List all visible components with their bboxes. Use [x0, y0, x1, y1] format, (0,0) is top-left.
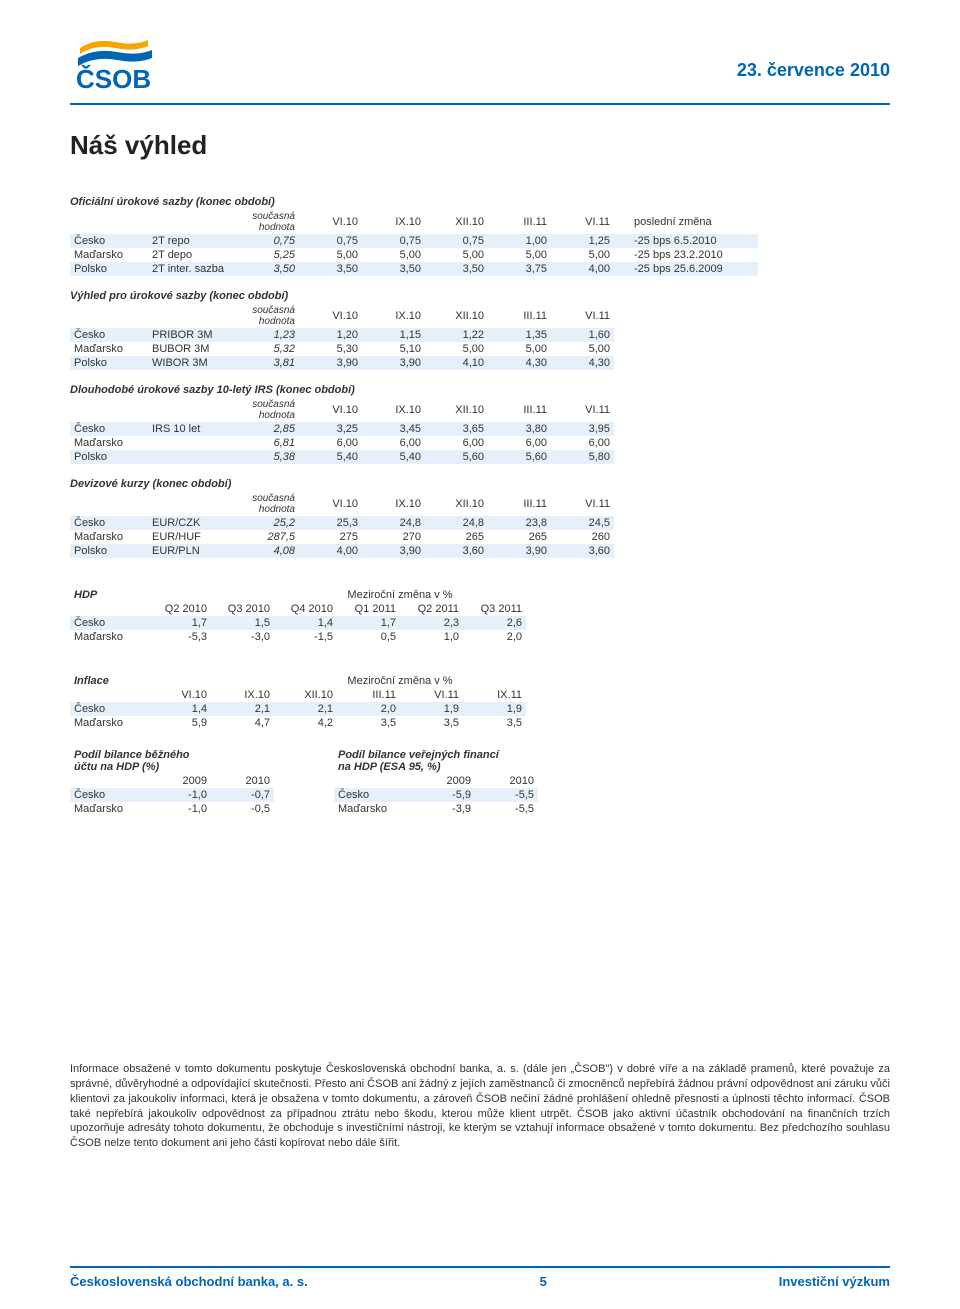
table-row: MaďarskoEUR/HUF287,5275270265265260: [70, 530, 614, 544]
balance-ca-title-1: Podíl bilance běžného: [74, 749, 190, 761]
col-iii11: III.11: [488, 210, 551, 234]
col-vi11: VI.11: [551, 210, 614, 234]
document-date: 23. července 2010: [737, 60, 890, 81]
official-rates-title: Oficiální úrokové sazby (konec období): [70, 196, 890, 208]
table-row: Česko-5,9-5,5: [334, 788, 538, 802]
current-label-2: hodnota: [259, 222, 295, 233]
hdp-table: HDP Meziroční změna v % Q2 2010 Q3 2010 …: [70, 588, 526, 644]
balance-ca-table: Podíl bilance běžnéhoúčtu na HDP (%) 200…: [70, 748, 274, 816]
fx-title: Devizové kurzy (konec období): [70, 478, 890, 490]
balance-pf-title-2: na HDP (ESA 95, %): [338, 761, 441, 773]
disclaimer-text: Informace obsažené v tomto dokumentu pos…: [70, 1062, 890, 1151]
table-row: ČeskoIRS 10 let2,853,253,453,653,803,95: [70, 422, 614, 436]
table-row: Maďarsko5,94,74,23,53,53,5: [70, 716, 526, 730]
footer-right: Investiční výzkum: [779, 1274, 890, 1289]
table-row: ČeskoPRIBOR 3M1,231,201,151,221,351,60: [70, 328, 614, 342]
header-divider: [70, 103, 890, 105]
inflace-label: Inflace: [70, 674, 148, 688]
irs-title: Dlouhodobé úrokové sazby 10-letý IRS (ko…: [70, 384, 890, 396]
table-row: MaďarskoBUBOR 3M5,325,305,105,005,005,00: [70, 342, 614, 356]
table-row: Polsko5,385,405,405,605,605,80: [70, 450, 614, 464]
svg-text:ČSOB: ČSOB: [76, 64, 151, 94]
page-header: ČSOB 23. července 2010: [70, 30, 890, 95]
hdp-subtitle: Meziroční změna v %: [274, 588, 526, 602]
balance-pf-table: Podíl bilance veřejných financína HDP (E…: [334, 748, 538, 816]
hdp-label: HDP: [70, 588, 148, 602]
table-row: Maďarsko 2T depo 5,25 5,00 5,00 5,00 5,0…: [70, 248, 758, 262]
irs-table: současnáhodnota VI.10 IX.10 XII.10 III.1…: [70, 398, 614, 464]
table-row: Maďarsko6,816,006,006,006,006,00: [70, 436, 614, 450]
official-rates-table: současnáhodnota VI.10 IX.10 XII.10 III.1…: [70, 210, 758, 276]
table-row: Česko1,42,12,12,01,91,9: [70, 702, 526, 716]
footer-page-number: 5: [540, 1274, 547, 1289]
table-row: Polsko 2T inter. sazba 3,50 3,50 3,50 3,…: [70, 262, 758, 276]
table-row: Maďarsko-5,3-3,0-1,50,51,02,0: [70, 630, 526, 644]
inflace-table: Inflace Meziroční změna v % VI.10 IX.10 …: [70, 674, 526, 730]
table-row: Maďarsko-3,9-5,5: [334, 802, 538, 816]
outlook-table: současnáhodnota VI.10 IX.10 XII.10 III.1…: [70, 304, 614, 370]
footer-divider: [70, 1266, 890, 1268]
inflace-subtitle: Meziroční změna v %: [274, 674, 526, 688]
table-row: ČeskoEUR/CZK25,225,324,824,823,824,5: [70, 516, 614, 530]
last-change-label: poslední změna: [614, 210, 758, 234]
page-footer: Československá obchodní banka, a. s. 5 I…: [70, 1261, 890, 1290]
balance-ca-title-2: účtu na HDP (%): [74, 761, 159, 773]
table-row: Česko 2T repo 0,75 0,75 0,75 0,75 1,00 1…: [70, 234, 758, 248]
fx-table: současnáhodnota VI.10 IX.10 XII.10 III.1…: [70, 492, 614, 558]
balance-pf-title-1: Podíl bilance veřejných financí: [338, 749, 499, 761]
page-title: Náš výhled: [70, 130, 890, 161]
table-row: PolskoEUR/PLN4,084,003,903,603,903,60: [70, 544, 614, 558]
current-label-1: současná: [252, 211, 295, 222]
col-xii10: XII.10: [425, 210, 488, 234]
csob-logo: ČSOB: [70, 30, 160, 95]
table-row: Česko-1,0-0,7: [70, 788, 274, 802]
col-ix10: IX.10: [362, 210, 425, 234]
outlook-title: Výhled pro úrokové sazby (konec období): [70, 290, 890, 302]
footer-left: Československá obchodní banka, a. s.: [70, 1274, 308, 1289]
table-row: PolskoWIBOR 3M3,813,903,904,104,304,30: [70, 356, 614, 370]
table-row: Maďarsko-1,0-0,5: [70, 802, 274, 816]
table-row: Česko1,71,51,41,72,32,6: [70, 616, 526, 630]
col-vi10: VI.10: [299, 210, 362, 234]
